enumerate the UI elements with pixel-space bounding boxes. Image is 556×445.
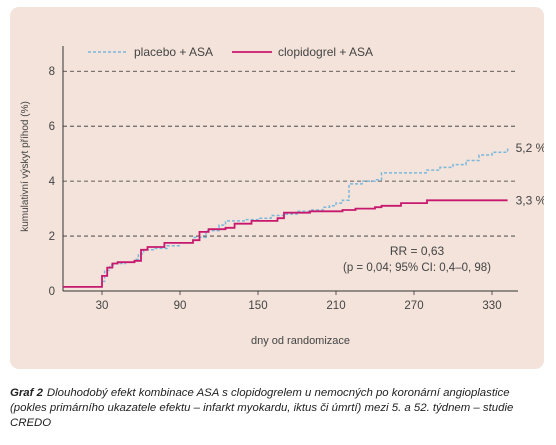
y-tick-label-4: 4 — [49, 176, 56, 188]
figure-caption: Graf 2 Dlouhodobý efekt kombinace ASA s c… — [10, 386, 546, 431]
x-tick-label-30: 30 — [96, 300, 109, 312]
x-tick-label-150: 150 — [248, 300, 267, 312]
series-line-1 — [63, 199, 508, 288]
y-axis-label: kumulativní výskyt příhod (%) — [20, 101, 31, 232]
legend: placebo + ASA clopidogrel + ASA — [88, 45, 373, 59]
y-tick-label-8: 8 — [49, 66, 55, 78]
grid — [63, 70, 518, 237]
series-end-label-1: 3,3 % — [516, 193, 544, 207]
x-tick-label-270: 270 — [404, 300, 423, 312]
annotation-ci: (p = 0,04; 95% CI: 0,4–0, 98) — [343, 262, 491, 274]
legend-label-0: placebo + ASA — [134, 45, 213, 59]
figure-label: Graf 2 — [10, 387, 43, 399]
y-tick-label-6: 6 — [49, 121, 55, 133]
x-axis-label: dny od randomizace — [251, 335, 350, 347]
ticks: 0 2 4 6 8 30 90 150 210 270 330 — [49, 66, 502, 312]
annotation-rr: RR = 0,63 — [390, 244, 445, 258]
x-tick-label-330: 330 — [482, 300, 501, 312]
y-tick-label-0: 0 — [49, 286, 55, 298]
figure-panel: 0 2 4 6 8 30 90 150 210 270 330 5,2 % 3,3 % placebo… — [10, 7, 544, 369]
x-tick-label-90: 90 — [174, 300, 187, 312]
series: 5,2 % 3,3 % — [63, 141, 544, 288]
x-tick-label-210: 210 — [326, 300, 345, 312]
series-end-label-0: 5,2 % — [516, 141, 544, 155]
chart: 0 2 4 6 8 30 90 150 210 270 330 5,2 % 3,3 % placebo… — [20, 45, 544, 347]
y-tick-label-2: 2 — [49, 231, 55, 243]
legend-label-1: clopidogrel + ASA — [278, 45, 373, 59]
figure-caption-text: Dlouhodobý efekt kombinace ASA s clopido… — [10, 387, 514, 429]
